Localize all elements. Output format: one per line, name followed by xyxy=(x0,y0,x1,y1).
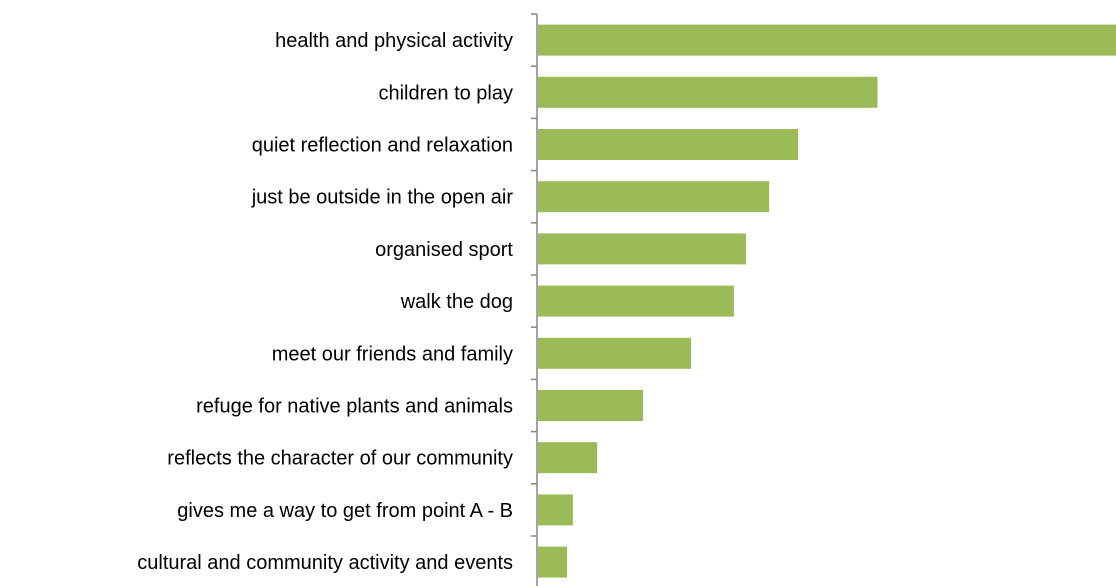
bar-refuge-for-native-plants-and-animals xyxy=(538,390,643,421)
bar-quiet-reflection-and-relaxation xyxy=(538,129,799,160)
bar-organised-sport xyxy=(538,233,746,265)
category-label-just-be-outside-in-the-open-air: just be outside in the open air xyxy=(251,187,514,209)
category-label-reflects-the-character-of-our-community: reflects the character of our community xyxy=(167,448,513,470)
bar-meet-our-friends-and-family xyxy=(538,337,691,369)
bar-reflects-the-character-of-our-community xyxy=(538,442,598,474)
category-label-gives-me-a-way-to-get-from-point-a-b: gives me a way to get from point A - B xyxy=(177,500,513,522)
bar-health-and-physical-activity xyxy=(538,24,1116,56)
bars xyxy=(538,24,1116,578)
bar-cultural-and-community-activity-and-events xyxy=(538,546,568,578)
bar-just-be-outside-in-the-open-air xyxy=(538,181,770,213)
category-label-organised-sport: organised sport xyxy=(375,239,513,261)
category-axis xyxy=(531,13,538,586)
category-label-refuge-for-native-plants-and-animals: refuge for native plants and animals xyxy=(196,396,513,418)
category-label-health-and-physical-activity: health and physical activity xyxy=(275,30,513,52)
bar-children-to-play xyxy=(538,76,878,108)
category-label-children-to-play: children to play xyxy=(378,82,513,104)
bar-gives-me-a-way-to-get-from-point-a-b xyxy=(538,494,573,526)
category-label-cultural-and-community-activity-and-events: cultural and community activity and even… xyxy=(137,552,513,574)
category-label-meet-our-friends-and-family: meet our friends and family xyxy=(272,343,513,365)
category-label-quiet-reflection-and-relaxation: quiet reflection and relaxation xyxy=(252,135,513,157)
category-labels: health and physical activity children to … xyxy=(137,30,513,574)
category-label-walk-the-dog: walk the dog xyxy=(400,291,513,313)
bar-walk-the-dog xyxy=(538,285,734,317)
